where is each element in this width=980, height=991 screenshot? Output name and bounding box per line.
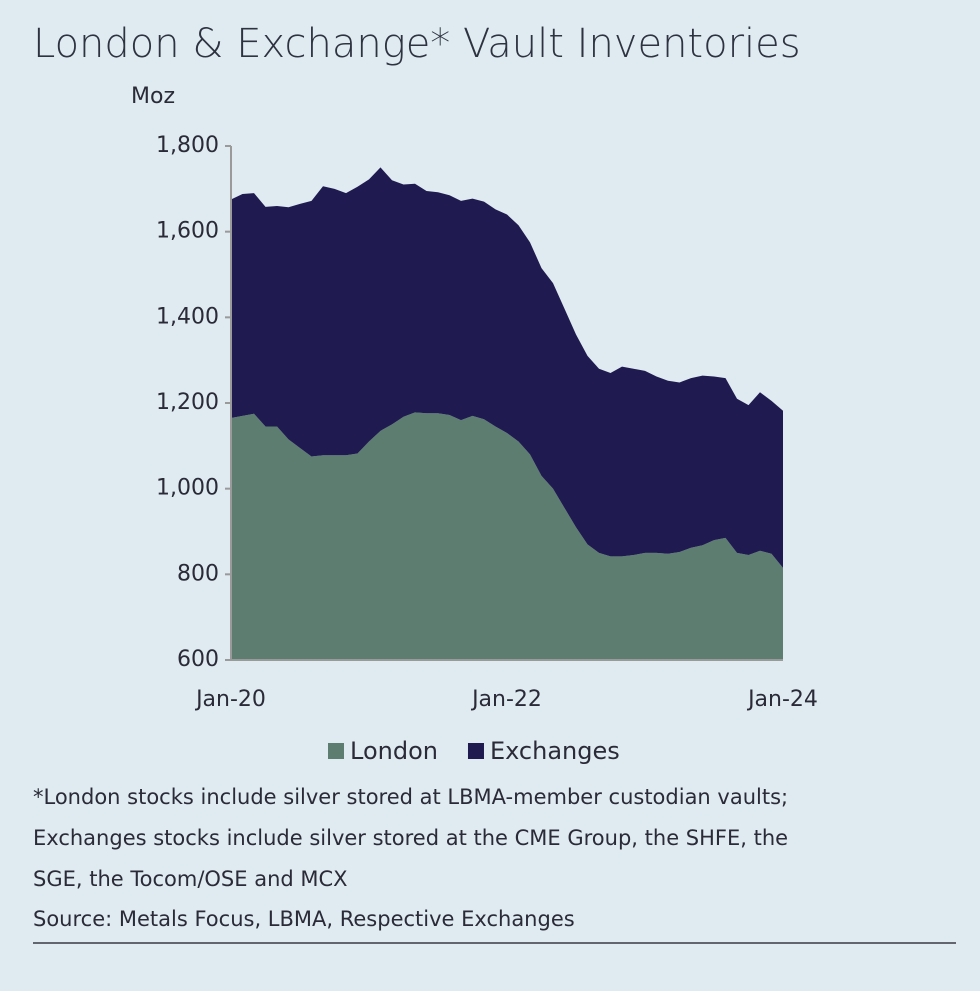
legend-label: Exchanges xyxy=(490,737,620,765)
footnote: Exchanges stocks include silver stored a… xyxy=(33,826,788,850)
legend-label: London xyxy=(350,737,438,765)
source: Source: Metals Focus, LBMA, Respective E… xyxy=(33,907,575,931)
chart-title: London & Exchange* Vault Inventories xyxy=(33,21,801,67)
y-tick-label: 1,200 xyxy=(156,390,219,415)
plot-area: 1,800 1,600 1,400 1,200 1,000 800 600 Jan-20 Jan… xyxy=(156,133,818,765)
y-tick-label: 1,000 xyxy=(156,476,219,501)
area xyxy=(231,167,783,568)
y-tick-label: 600 xyxy=(177,647,219,672)
area xyxy=(231,412,783,660)
y-tick-label: 1,800 xyxy=(156,133,219,158)
legend-swatch xyxy=(328,743,344,759)
x-tick-label: Jan-24 xyxy=(746,687,818,712)
footnote: *London stocks include silver stored at … xyxy=(33,785,788,809)
y-tick-label: 1,400 xyxy=(156,304,219,329)
x-tick-label: Jan-20 xyxy=(194,687,266,712)
y-tick-label: 800 xyxy=(177,561,219,586)
footnote: SGE, the Tocom/OSE and MCX xyxy=(33,867,348,891)
y-axis-label: Moz xyxy=(131,84,175,109)
y-tick-label: 1,600 xyxy=(156,219,219,244)
legend-swatch xyxy=(467,743,484,759)
x-tick-label: Jan-22 xyxy=(470,687,542,712)
